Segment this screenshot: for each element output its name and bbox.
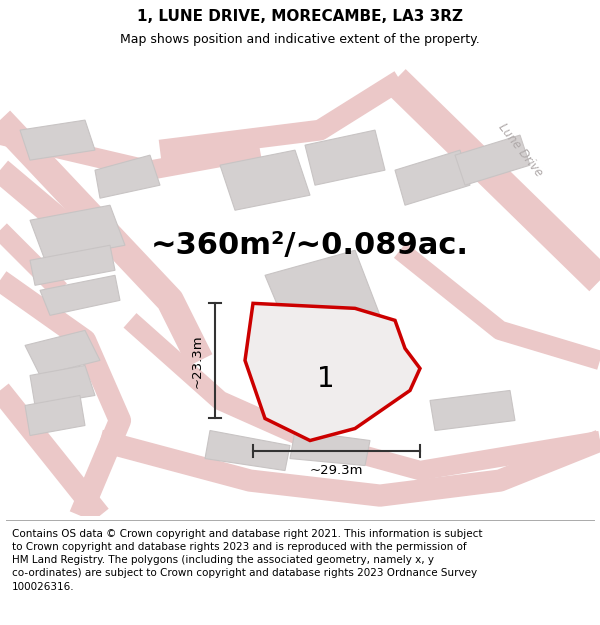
Text: 1, LUNE DRIVE, MORECAMBE, LA3 3RZ: 1, LUNE DRIVE, MORECAMBE, LA3 3RZ <box>137 9 463 24</box>
Polygon shape <box>265 250 380 336</box>
Polygon shape <box>430 391 515 431</box>
Polygon shape <box>25 396 85 436</box>
Polygon shape <box>205 431 290 471</box>
Polygon shape <box>455 135 530 185</box>
Polygon shape <box>95 155 160 198</box>
Text: ~360m²/~0.089ac.: ~360m²/~0.089ac. <box>151 231 469 260</box>
Polygon shape <box>30 245 115 286</box>
Polygon shape <box>25 331 100 376</box>
Polygon shape <box>220 150 310 210</box>
Polygon shape <box>290 431 370 466</box>
Text: ~23.3m: ~23.3m <box>191 334 203 388</box>
Text: 1: 1 <box>317 365 335 392</box>
Polygon shape <box>30 205 125 260</box>
Polygon shape <box>245 303 420 441</box>
Text: Contains OS data © Crown copyright and database right 2021. This information is : Contains OS data © Crown copyright and d… <box>12 529 482 591</box>
Text: ~29.3m: ~29.3m <box>310 464 363 477</box>
Polygon shape <box>30 366 95 406</box>
Text: Lune Drive: Lune Drive <box>495 121 545 179</box>
Polygon shape <box>395 150 470 205</box>
Polygon shape <box>305 130 385 185</box>
Polygon shape <box>40 275 120 316</box>
Polygon shape <box>20 120 95 160</box>
Text: Map shows position and indicative extent of the property.: Map shows position and indicative extent… <box>120 32 480 46</box>
